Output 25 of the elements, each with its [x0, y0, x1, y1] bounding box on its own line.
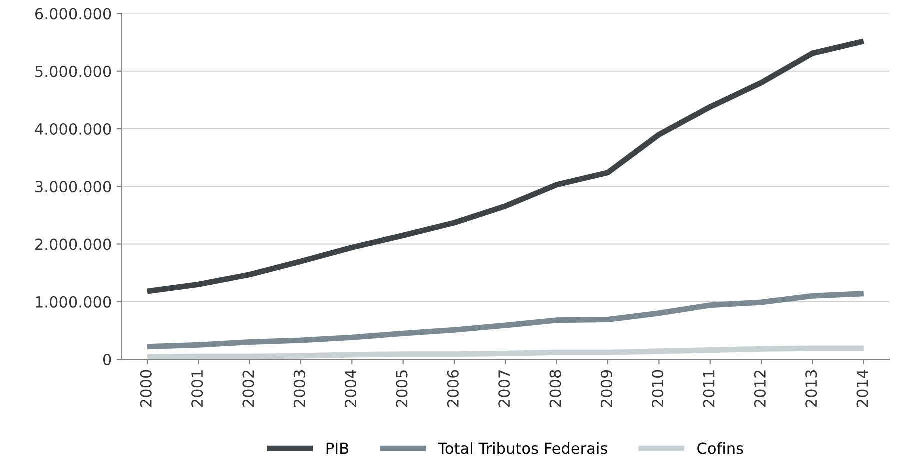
x-tick-label: 2002: [242, 370, 254, 408]
y-tick-label: 6.000.000: [35, 8, 112, 20]
y-tick-label: 5.000.000: [36, 66, 112, 78]
legend-label: Cofins: [698, 442, 744, 454]
y-tick-label: 4.000.000: [35, 123, 112, 136]
x-tick-label: 2000: [140, 370, 152, 408]
x-tick-label: 2003: [294, 370, 306, 408]
x-tick-label: 2011: [703, 370, 715, 408]
x-tick-label: 2004: [345, 370, 357, 408]
x-tick-label: 2008: [550, 370, 562, 408]
y-tick-label: 1.000.000: [36, 296, 112, 308]
x-tick-label: 2013: [806, 370, 818, 408]
y-tick-label: 3.000.000: [36, 181, 112, 193]
x-tick-label: 2001: [192, 370, 204, 408]
y-tick-label: 0: [103, 354, 112, 366]
legend-label: PIB: [326, 442, 348, 454]
x-tick-label: 2005: [396, 370, 408, 408]
x-tick-label: 2009: [600, 370, 612, 408]
x-tick-label: 2014: [856, 370, 868, 408]
legend-label: Total Tributos Federais: [438, 442, 608, 454]
x-tick-label: 2012: [754, 370, 766, 408]
y-tick-label: 2.000.000: [36, 238, 112, 250]
x-tick-label: 2010: [652, 370, 664, 408]
x-tick-label: 2006: [447, 370, 459, 408]
x-tick-label: 2007: [498, 370, 510, 408]
